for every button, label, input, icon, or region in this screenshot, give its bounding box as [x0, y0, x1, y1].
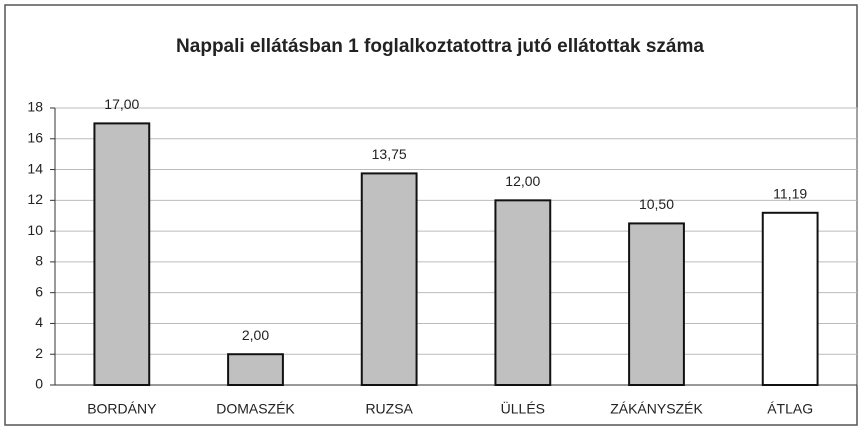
y-tick-label: 2 — [35, 345, 43, 361]
y-tick-label: 18 — [27, 99, 43, 115]
bar — [628, 222, 685, 386]
data-label: 12,00 — [505, 173, 540, 189]
y-tick-label: 14 — [27, 160, 43, 176]
chart-title: Nappali ellátásban 1 foglalkoztatottra j… — [176, 36, 704, 57]
data-label: 13,75 — [372, 146, 407, 162]
y-tick-label: 0 — [35, 376, 43, 392]
bar — [494, 199, 552, 386]
y-tick-label: 6 — [35, 283, 43, 299]
y-tick-label: 4 — [35, 314, 43, 330]
y-tick-label: 8 — [35, 253, 43, 269]
y-tick-label: 12 — [27, 191, 43, 207]
bar — [227, 353, 284, 387]
x-tick-label: DOMASZÉK — [216, 401, 295, 417]
x-tick-label: ÜLLÉS — [501, 400, 545, 417]
data-label: 10,50 — [639, 196, 674, 212]
data-label: 11,19 — [773, 186, 807, 202]
bar — [360, 172, 418, 386]
x-tick-label: ÁTLAG — [767, 401, 813, 417]
data-label: 17,00 — [104, 96, 139, 112]
x-tick-label: BORDÁNY — [87, 401, 157, 417]
bar — [93, 122, 151, 386]
x-tick-label: RUZSA — [365, 401, 413, 417]
bar — [761, 211, 819, 386]
y-tick-label: 10 — [27, 222, 43, 238]
x-tick-label: ZÁKÁNYSZÉK — [610, 401, 703, 417]
y-tick-label: 16 — [27, 129, 43, 145]
data-label: 2,00 — [242, 327, 269, 343]
